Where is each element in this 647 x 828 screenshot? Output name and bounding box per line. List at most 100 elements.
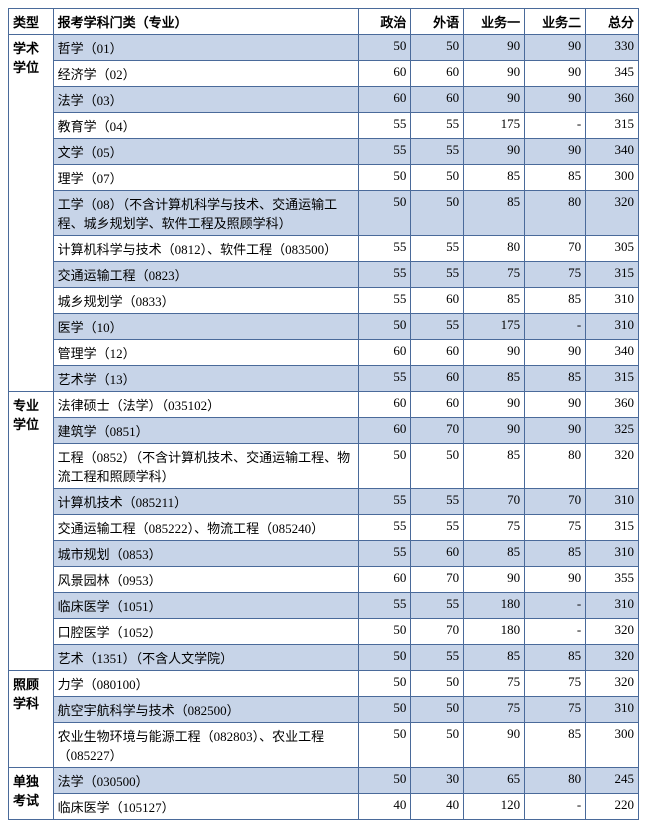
politics-cell: 55 (358, 593, 411, 619)
major-cell: 理学（07） (53, 165, 358, 191)
foreign-cell: 50 (411, 165, 464, 191)
subj1-cell: 90 (464, 418, 525, 444)
foreign-cell: 55 (411, 593, 464, 619)
total-cell: 315 (586, 262, 639, 288)
subj2-cell: 75 (525, 262, 586, 288)
foreign-cell: 60 (411, 340, 464, 366)
foreign-cell: 70 (411, 418, 464, 444)
total-cell: 340 (586, 139, 639, 165)
total-cell: 310 (586, 593, 639, 619)
foreign-cell: 55 (411, 314, 464, 340)
politics-cell: 50 (358, 35, 411, 61)
subj1-cell: 175 (464, 314, 525, 340)
table-row: 航空宇航科学与技术（082500）50507575310 (9, 697, 639, 723)
subj2-cell: 70 (525, 236, 586, 262)
major-cell: 工程（0852）（不含计算机技术、交通运输工程、物流工程和照顾学科） (53, 444, 358, 489)
header-row: 类型 报考学科门类（专业） 政治 外语 业务一 业务二 总分 (9, 9, 639, 35)
subj2-cell: - (525, 619, 586, 645)
total-cell: 310 (586, 697, 639, 723)
subj2-cell: 90 (525, 139, 586, 165)
major-cell: 法律硕士（法学）（035102） (53, 392, 358, 418)
total-cell: 315 (586, 366, 639, 392)
subj1-cell: 180 (464, 619, 525, 645)
table-row: 工程（0852）（不含计算机技术、交通运输工程、物流工程和照顾学科）505085… (9, 444, 639, 489)
major-cell: 文学（05） (53, 139, 358, 165)
total-cell: 320 (586, 645, 639, 671)
foreign-cell: 50 (411, 35, 464, 61)
total-cell: 320 (586, 619, 639, 645)
category-cell: 单独考试 (9, 768, 54, 820)
score-table: 类型 报考学科门类（专业） 政治 外语 业务一 业务二 总分 学术学位哲学（01… (8, 8, 639, 820)
subj1-cell: 85 (464, 191, 525, 236)
subj1-cell: 90 (464, 340, 525, 366)
subj1-cell: 80 (464, 236, 525, 262)
subj2-cell: 85 (525, 288, 586, 314)
major-cell: 农业生物环境与能源工程（082803）、农业工程（085227） (53, 723, 358, 768)
subj1-cell: 90 (464, 139, 525, 165)
subj2-cell: - (525, 314, 586, 340)
subj2-cell: 90 (525, 340, 586, 366)
politics-cell: 50 (358, 723, 411, 768)
header-total: 总分 (586, 9, 639, 35)
major-cell: 工学（08）（不含计算机科学与技术、交通运输工程、城乡规划学、软件工程及照顾学科… (53, 191, 358, 236)
table-row: 教育学（04）5555175-315 (9, 113, 639, 139)
subj1-cell: 85 (464, 541, 525, 567)
foreign-cell: 70 (411, 567, 464, 593)
subj1-cell: 90 (464, 567, 525, 593)
table-row: 城乡规划学（0833）55608585310 (9, 288, 639, 314)
politics-cell: 55 (358, 515, 411, 541)
major-cell: 临床医学（1051） (53, 593, 358, 619)
major-cell: 交通运输工程（085222）、物流工程（085240） (53, 515, 358, 541)
foreign-cell: 70 (411, 619, 464, 645)
foreign-cell: 55 (411, 489, 464, 515)
header-major: 报考学科门类（专业） (53, 9, 358, 35)
total-cell: 325 (586, 418, 639, 444)
major-cell: 风景园林（0953） (53, 567, 358, 593)
subj2-cell: 75 (525, 697, 586, 723)
subj2-cell: - (525, 113, 586, 139)
subj1-cell: 180 (464, 593, 525, 619)
major-cell: 艺术学（13） (53, 366, 358, 392)
subj2-cell: 85 (525, 723, 586, 768)
table-row: 工学（08）（不含计算机科学与技术、交通运输工程、城乡规划学、软件工程及照顾学科… (9, 191, 639, 236)
politics-cell: 50 (358, 697, 411, 723)
subj2-cell: 70 (525, 489, 586, 515)
total-cell: 305 (586, 236, 639, 262)
table-row: 计算机科学与技术（0812）、软件工程（083500）55558070305 (9, 236, 639, 262)
foreign-cell: 55 (411, 645, 464, 671)
politics-cell: 55 (358, 139, 411, 165)
total-cell: 355 (586, 567, 639, 593)
header-type: 类型 (9, 9, 54, 35)
total-cell: 320 (586, 671, 639, 697)
total-cell: 360 (586, 392, 639, 418)
major-cell: 口腔医学（1052） (53, 619, 358, 645)
table-row: 建筑学（0851）60709090325 (9, 418, 639, 444)
foreign-cell: 50 (411, 444, 464, 489)
politics-cell: 60 (358, 418, 411, 444)
total-cell: 245 (586, 768, 639, 794)
table-row: 交通运输工程（085222）、物流工程（085240）55557575315 (9, 515, 639, 541)
subj1-cell: 90 (464, 35, 525, 61)
table-row: 文学（05）55559090340 (9, 139, 639, 165)
total-cell: 320 (586, 444, 639, 489)
foreign-cell: 60 (411, 288, 464, 314)
subj1-cell: 90 (464, 87, 525, 113)
major-cell: 哲学（01） (53, 35, 358, 61)
major-cell: 力学（080100） (53, 671, 358, 697)
foreign-cell: 50 (411, 697, 464, 723)
major-cell: 法学（03） (53, 87, 358, 113)
subj2-cell: 90 (525, 567, 586, 593)
politics-cell: 55 (358, 262, 411, 288)
table-row: 管理学（12）60609090340 (9, 340, 639, 366)
major-cell: 计算机科学与技术（0812）、软件工程（083500） (53, 236, 358, 262)
table-row: 艺术（1351）（不含人文学院）50558585320 (9, 645, 639, 671)
subj2-cell: 75 (525, 671, 586, 697)
total-cell: 310 (586, 288, 639, 314)
major-cell: 经济学（02） (53, 61, 358, 87)
total-cell: 310 (586, 489, 639, 515)
subj2-cell: 75 (525, 515, 586, 541)
foreign-cell: 30 (411, 768, 464, 794)
subj1-cell: 75 (464, 671, 525, 697)
major-cell: 城市规划（0853） (53, 541, 358, 567)
total-cell: 310 (586, 541, 639, 567)
